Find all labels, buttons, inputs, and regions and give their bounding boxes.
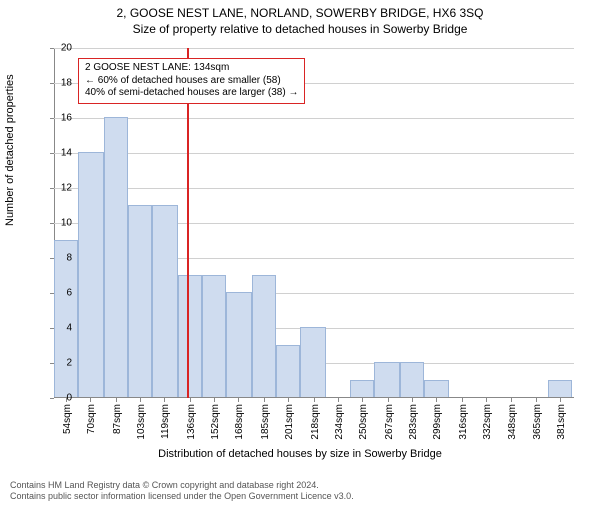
x-tick-mark	[264, 398, 265, 402]
histogram-bar	[400, 362, 424, 397]
x-tick-mark	[90, 398, 91, 402]
x-tick-label: 70sqm	[86, 404, 97, 434]
x-tick-mark	[388, 398, 389, 402]
histogram-bar	[178, 275, 202, 398]
histogram-bar	[374, 362, 400, 397]
x-tick-mark	[560, 398, 561, 402]
histogram-chart: 2 GOOSE NEST LANE: 134sqm ← 60% of detac…	[54, 48, 574, 398]
page-subtitle: Size of property relative to detached ho…	[0, 22, 600, 36]
x-tick-mark	[362, 398, 363, 402]
x-tick-label: 87sqm	[112, 404, 123, 434]
x-tick-label: 152sqm	[210, 404, 221, 440]
footer-line: Contains HM Land Registry data © Crown c…	[10, 480, 354, 491]
y-tick-mark	[50, 398, 54, 399]
page-title: 2, GOOSE NEST LANE, NORLAND, SOWERBY BRI…	[0, 6, 600, 20]
histogram-bar	[202, 275, 226, 398]
histogram-bar	[350, 380, 374, 398]
y-tick-label: 0	[66, 393, 72, 404]
gridline	[54, 118, 574, 119]
histogram-bar	[78, 152, 104, 397]
y-tick-mark	[50, 83, 54, 84]
histogram-bar	[276, 345, 300, 398]
x-tick-label: 283sqm	[408, 404, 419, 440]
x-tick-mark	[462, 398, 463, 402]
annotation-line: ← 60% of detached houses are smaller (58…	[85, 75, 298, 88]
x-tick-label: 119sqm	[160, 404, 171, 439]
gridline	[54, 48, 574, 49]
y-tick-mark	[50, 48, 54, 49]
x-tick-label: 332sqm	[482, 404, 493, 440]
x-tick-label: 103sqm	[136, 404, 147, 440]
x-axis-label: Distribution of detached houses by size …	[0, 448, 600, 460]
x-tick-label: 267sqm	[384, 404, 395, 440]
y-tick-mark	[50, 188, 54, 189]
x-tick-mark	[536, 398, 537, 402]
y-tick-label: 18	[61, 78, 72, 89]
x-tick-label: 168sqm	[234, 404, 245, 440]
x-tick-mark	[412, 398, 413, 402]
x-tick-label: 299sqm	[432, 404, 443, 440]
y-tick-label: 16	[61, 113, 72, 124]
x-tick-label: 234sqm	[334, 404, 345, 440]
histogram-bar	[424, 380, 448, 398]
x-tick-label: 201sqm	[284, 404, 295, 440]
gridline	[54, 153, 574, 154]
annotation-box: 2 GOOSE NEST LANE: 134sqm ← 60% of detac…	[78, 58, 305, 104]
y-tick-mark	[50, 223, 54, 224]
x-tick-label: 250sqm	[358, 404, 369, 440]
y-tick-label: 2	[66, 358, 72, 369]
x-tick-label: 218sqm	[310, 404, 321, 440]
histogram-bar	[152, 205, 178, 398]
footer-line: Contains public sector information licen…	[10, 491, 354, 502]
x-tick-mark	[436, 398, 437, 402]
histogram-bar	[548, 380, 572, 398]
x-tick-mark	[214, 398, 215, 402]
y-tick-label: 12	[61, 183, 72, 194]
x-tick-mark	[511, 398, 512, 402]
x-tick-label: 185sqm	[260, 404, 271, 440]
y-axis-label: Number of detached properties	[4, 74, 16, 226]
annotation-line: 2 GOOSE NEST LANE: 134sqm	[85, 62, 298, 75]
y-tick-label: 8	[66, 253, 72, 264]
footer-attribution: Contains HM Land Registry data © Crown c…	[10, 480, 354, 502]
x-tick-mark	[288, 398, 289, 402]
histogram-bar	[128, 205, 152, 398]
x-tick-mark	[116, 398, 117, 402]
x-tick-mark	[164, 398, 165, 402]
x-tick-label: 381sqm	[556, 404, 567, 440]
x-tick-label: 54sqm	[62, 404, 73, 434]
histogram-bar	[252, 275, 276, 398]
gridline	[54, 188, 574, 189]
x-tick-mark	[190, 398, 191, 402]
x-tick-label: 348sqm	[507, 404, 518, 440]
x-tick-mark	[140, 398, 141, 402]
x-tick-label: 136sqm	[186, 404, 197, 440]
x-tick-mark	[338, 398, 339, 402]
histogram-bar	[300, 327, 326, 397]
y-tick-mark	[50, 153, 54, 154]
x-tick-label: 365sqm	[532, 404, 543, 440]
y-tick-mark	[50, 118, 54, 119]
x-tick-mark	[238, 398, 239, 402]
y-tick-label: 10	[61, 218, 72, 229]
y-tick-label: 6	[66, 288, 72, 299]
histogram-bar	[226, 292, 252, 397]
annotation-line: 40% of semi-detached houses are larger (…	[85, 87, 298, 100]
x-tick-mark	[314, 398, 315, 402]
histogram-bar	[104, 117, 128, 397]
x-tick-mark	[486, 398, 487, 402]
x-tick-label: 316sqm	[458, 404, 469, 440]
y-tick-label: 14	[61, 148, 72, 159]
y-tick-label: 4	[66, 323, 72, 334]
y-tick-label: 20	[61, 43, 72, 54]
